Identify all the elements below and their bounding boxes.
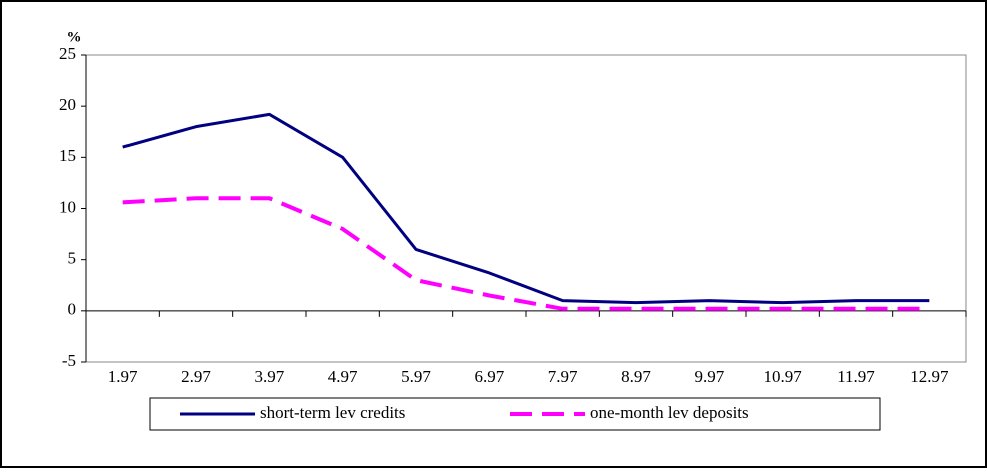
legend-label: one-month lev deposits (590, 403, 749, 422)
y-tick-label: 15 (59, 146, 76, 165)
y-tick-label: 10 (59, 197, 76, 216)
x-tick-label: 11.97 (837, 367, 875, 386)
y-tick-label: 25 (59, 44, 76, 63)
x-tick-label: 6.97 (474, 367, 504, 386)
y-tick-label: -5 (62, 351, 76, 370)
x-tick-label: 4.97 (328, 367, 358, 386)
y-tick-label: 0 (68, 300, 77, 319)
x-tick-label: 3.97 (254, 367, 284, 386)
x-tick-label: 9.97 (694, 367, 724, 386)
y-tick-label: 20 (59, 95, 76, 114)
x-tick-label: 10.97 (764, 367, 803, 386)
x-tick-label: 2.97 (181, 367, 211, 386)
legend-label: short-term lev credits (260, 403, 405, 422)
x-tick-label: 1.97 (108, 367, 138, 386)
y-axis-label: % (67, 29, 82, 45)
x-tick-label: 7.97 (548, 367, 578, 386)
line-series (122, 112, 930, 305)
line-series (122, 196, 930, 311)
x-tick-label: 12.97 (910, 367, 949, 386)
x-tick-label: 5.97 (401, 367, 431, 386)
y-tick-label: 5 (68, 249, 77, 268)
x-tick-label: 8.97 (621, 367, 651, 386)
